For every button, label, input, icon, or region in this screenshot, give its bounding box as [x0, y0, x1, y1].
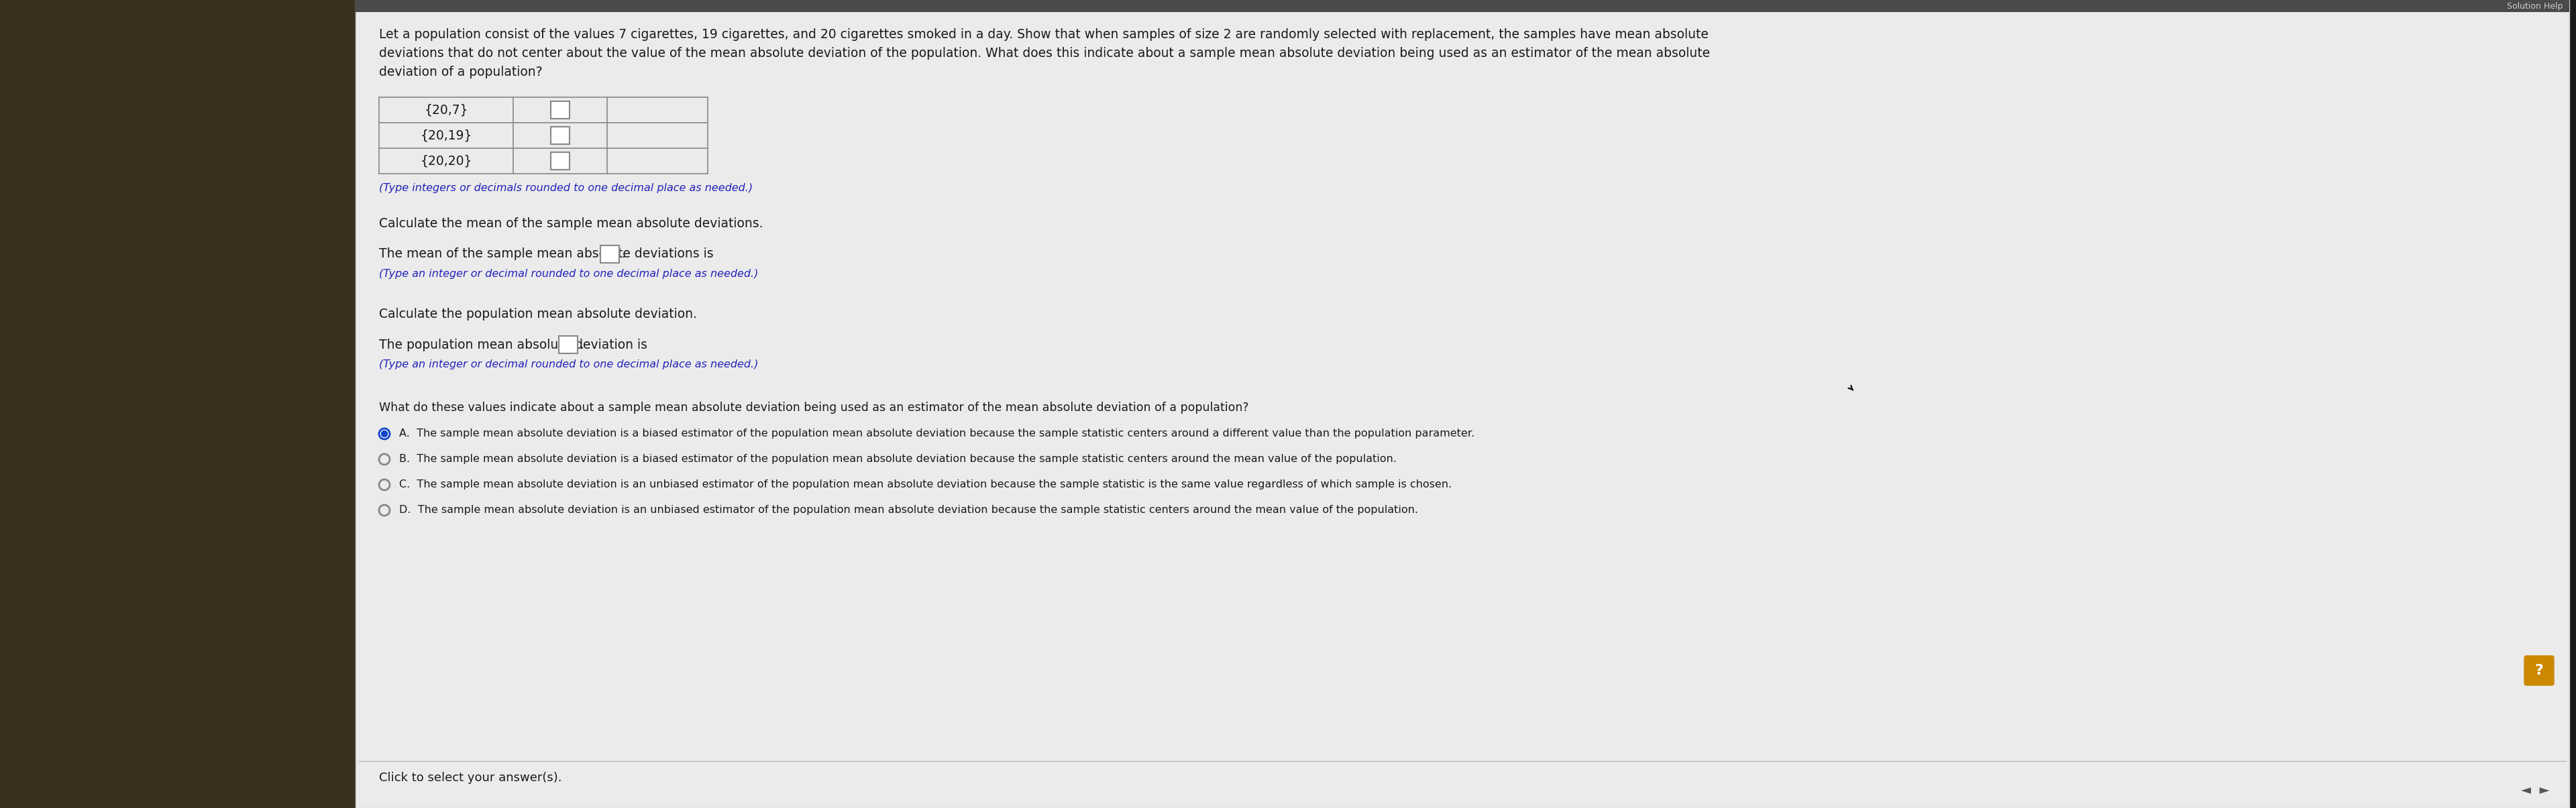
Text: A.  The sample mean absolute deviation is a biased estimator of the population m: A. The sample mean absolute deviation is…: [399, 429, 1473, 439]
Text: What do these values indicate about a sample mean absolute deviation being used : What do these values indicate about a sa…: [379, 402, 1249, 414]
Text: B.  The sample mean absolute deviation is a biased estimator of the population m: B. The sample mean absolute deviation is…: [399, 454, 1396, 465]
Text: {20,19}: {20,19}: [420, 129, 471, 142]
Text: Solution Help: Solution Help: [2506, 2, 2563, 11]
FancyBboxPatch shape: [2524, 656, 2553, 685]
Text: Calculate the mean of the sample mean absolute deviations.: Calculate the mean of the sample mean ab…: [379, 217, 762, 230]
Text: D.  The sample mean absolute deviation is an unbiased estimator of the populatio: D. The sample mean absolute deviation is…: [399, 505, 1419, 516]
FancyBboxPatch shape: [551, 101, 569, 119]
Circle shape: [381, 431, 386, 437]
Text: ◄  ►: ◄ ►: [2522, 784, 2550, 796]
FancyBboxPatch shape: [551, 127, 569, 144]
Text: .: .: [621, 248, 626, 260]
Text: Click to select your answer(s).: Click to select your answer(s).: [379, 772, 562, 784]
FancyBboxPatch shape: [0, 0, 355, 808]
FancyBboxPatch shape: [551, 152, 569, 170]
Text: C.  The sample mean absolute deviation is an unbiased estimator of the populatio: C. The sample mean absolute deviation is…: [399, 480, 1453, 490]
Text: The population mean absolute deviation is: The population mean absolute deviation i…: [379, 339, 647, 351]
Text: (Type an integer or decimal rounded to one decimal place as needed.): (Type an integer or decimal rounded to o…: [379, 360, 757, 369]
Text: ?: ?: [2535, 664, 2543, 677]
Text: {20,7}: {20,7}: [425, 103, 469, 116]
FancyBboxPatch shape: [2568, 0, 2576, 808]
Text: Calculate the population mean absolute deviation.: Calculate the population mean absolute d…: [379, 308, 698, 321]
FancyBboxPatch shape: [600, 246, 618, 263]
Text: Let a population consist of the values 7 cigarettes, 19 cigarettes, and 20 cigar: Let a population consist of the values 7…: [379, 28, 1708, 41]
FancyBboxPatch shape: [355, 0, 2568, 808]
Text: .: .: [580, 339, 585, 351]
Text: (Type an integer or decimal rounded to one decimal place as needed.): (Type an integer or decimal rounded to o…: [379, 269, 757, 279]
Text: deviations that do not center about the value of the mean absolute deviation of : deviations that do not center about the …: [379, 47, 1710, 60]
Text: (Type integers or decimals rounded to one decimal place as needed.): (Type integers or decimals rounded to on…: [379, 183, 752, 193]
Text: deviation of a population?: deviation of a population?: [379, 65, 544, 78]
FancyBboxPatch shape: [559, 336, 577, 353]
Text: The mean of the sample mean absolute deviations is: The mean of the sample mean absolute dev…: [379, 248, 714, 260]
Text: {20,20}: {20,20}: [420, 154, 471, 167]
FancyBboxPatch shape: [355, 0, 2568, 12]
